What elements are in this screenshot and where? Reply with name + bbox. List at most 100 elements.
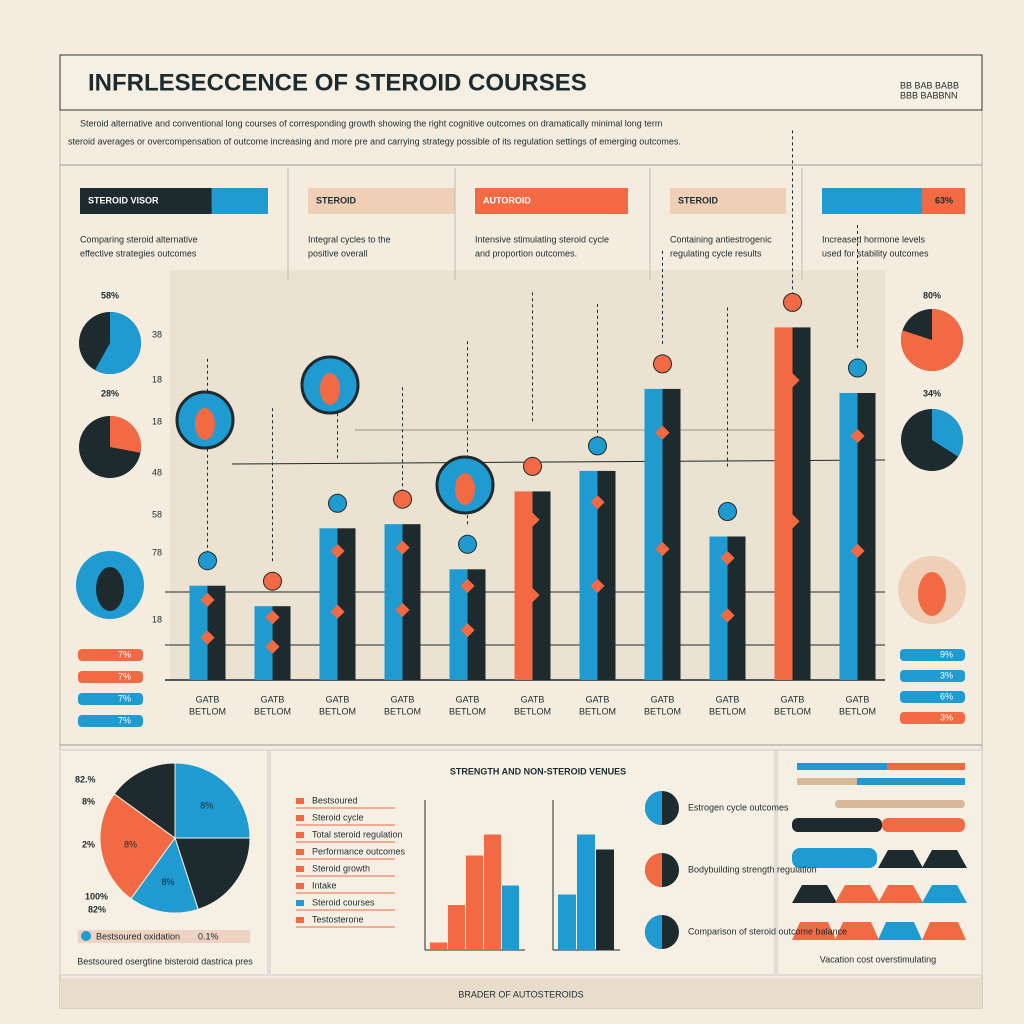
pill-label: 3%: [940, 712, 953, 722]
side-mark: 18: [152, 374, 162, 384]
bar-ornament: [720, 550, 735, 566]
pie-slice: [174, 837, 251, 910]
icon-figure: [96, 567, 124, 611]
badge-text: Bestsoured oxidation: [96, 931, 180, 941]
footer-bar: [60, 978, 982, 1008]
tab-text: positive overall: [308, 248, 368, 258]
pill-label: 6%: [940, 691, 953, 701]
item-text: Estrogen cycle outcomes: [688, 802, 789, 812]
tab-label: STEROID VISOR: [88, 195, 159, 205]
x-tick-sublabel: BETLOM: [839, 706, 876, 716]
tab-text: effective strategies outcomes: [80, 248, 197, 258]
tab-text: Containing antiestrogenic: [670, 234, 772, 244]
bar-icon: [848, 358, 867, 378]
bar-ornament: [330, 543, 345, 559]
bar-ornament: [395, 540, 410, 555]
pie-label: 34%: [923, 388, 941, 398]
figure: [455, 473, 475, 505]
bar: [448, 905, 465, 950]
pill: [78, 671, 143, 683]
bar-ornament: [655, 425, 670, 440]
pie-outer-label: 82%: [88, 904, 106, 914]
bottom-title: STRENGTH AND NON-STEROID VENUES: [450, 766, 626, 776]
title-box: [59, 54, 983, 111]
pill-label: 7%: [118, 693, 131, 703]
bar-ornament: [850, 543, 865, 558]
bar-ornament: [200, 630, 215, 645]
legend-text: Performance outcomes: [312, 846, 406, 856]
pie-value-label: 8%: [205, 859, 218, 869]
bar-ornament: [265, 610, 280, 625]
tab: [475, 188, 628, 214]
pie-value-label: 8%: [200, 801, 213, 811]
caption: Vacation cost overstimulating: [820, 954, 936, 964]
bar-ornament: [785, 373, 800, 388]
item-text: Bodybuilding strength regulation: [688, 864, 817, 874]
item-text: Comparison of steroid outcome balance: [688, 926, 847, 936]
legend-swatch: [296, 883, 304, 889]
tab-label: STEROID: [678, 195, 719, 205]
x-tick-sublabel: BETLOM: [514, 706, 551, 716]
tab-text: Increased hormone levels: [822, 234, 926, 244]
legend-text: Steroid cycle: [312, 812, 364, 822]
bar-icon: [458, 534, 477, 554]
bar-icon: [588, 436, 607, 456]
badge-dot: [81, 931, 91, 941]
bar-ornament: [720, 608, 735, 623]
tab-text: and proportion outcomes.: [475, 248, 577, 258]
x-tick-label: GATB: [846, 694, 870, 704]
x-tick-label: GATB: [326, 694, 350, 704]
bar-ornament: [200, 592, 215, 607]
legend-swatch: [296, 849, 304, 855]
badge-text: 0.1%: [198, 931, 219, 941]
pill: [900, 691, 965, 703]
legend-text: Steroid courses: [312, 897, 375, 907]
intro-text: steroid averages or overcompensation of …: [68, 136, 681, 146]
side-mark: 78: [152, 547, 162, 557]
title: INFRLESECCENCE OF STEROID COURSES: [88, 69, 587, 96]
bar-ornament: [265, 639, 280, 654]
x-tick-label: GATB: [391, 694, 415, 704]
x-tick-label: GATB: [651, 694, 675, 704]
x-tick-sublabel: BETLOM: [774, 706, 811, 716]
legend-text: Steroid growth: [312, 863, 370, 873]
x-tick-sublabel: BETLOM: [384, 706, 421, 716]
bar-icon: [198, 551, 217, 571]
x-tick-label: GATB: [196, 694, 220, 704]
bar: [484, 834, 501, 950]
pill: [78, 649, 143, 661]
bar-ornament: [590, 495, 605, 510]
x-tick-sublabel: BETLOM: [189, 706, 226, 716]
badge: [78, 930, 250, 943]
pie-value-label: 8%: [148, 792, 161, 802]
pill-label: 9%: [940, 649, 953, 659]
tab-label: STEROID: [316, 195, 357, 205]
legend-text: Intake: [312, 880, 337, 890]
x-tick-sublabel: BETLOM: [449, 706, 486, 716]
side-mark: 18: [152, 416, 162, 426]
bar-ornament: [850, 428, 865, 444]
x-tick-label: GATB: [261, 694, 285, 704]
x-tick-sublabel: BETLOM: [319, 706, 356, 716]
bar-icon: [523, 456, 542, 476]
item-icon-half: [645, 791, 662, 825]
pie-slice: [95, 312, 142, 374]
pie-slice: [174, 762, 251, 839]
bar-ornament: [395, 602, 410, 617]
bar: [558, 894, 576, 950]
bar-ornament: [655, 541, 670, 557]
item-icon-half: [645, 915, 662, 949]
pill-label: 7%: [118, 671, 131, 681]
bar-ornament: [460, 623, 475, 638]
pie-slice: [901, 309, 963, 372]
pill-label: 7%: [118, 649, 131, 659]
figure: [320, 373, 340, 405]
bar: [466, 855, 483, 950]
pie-outer-label: 8%: [82, 796, 95, 806]
pie-label: 80%: [923, 290, 941, 300]
x-tick-label: GATB: [586, 694, 610, 704]
tab-label: AUTOROID: [483, 195, 531, 205]
legend-swatch: [296, 917, 304, 923]
tab: [308, 188, 455, 214]
